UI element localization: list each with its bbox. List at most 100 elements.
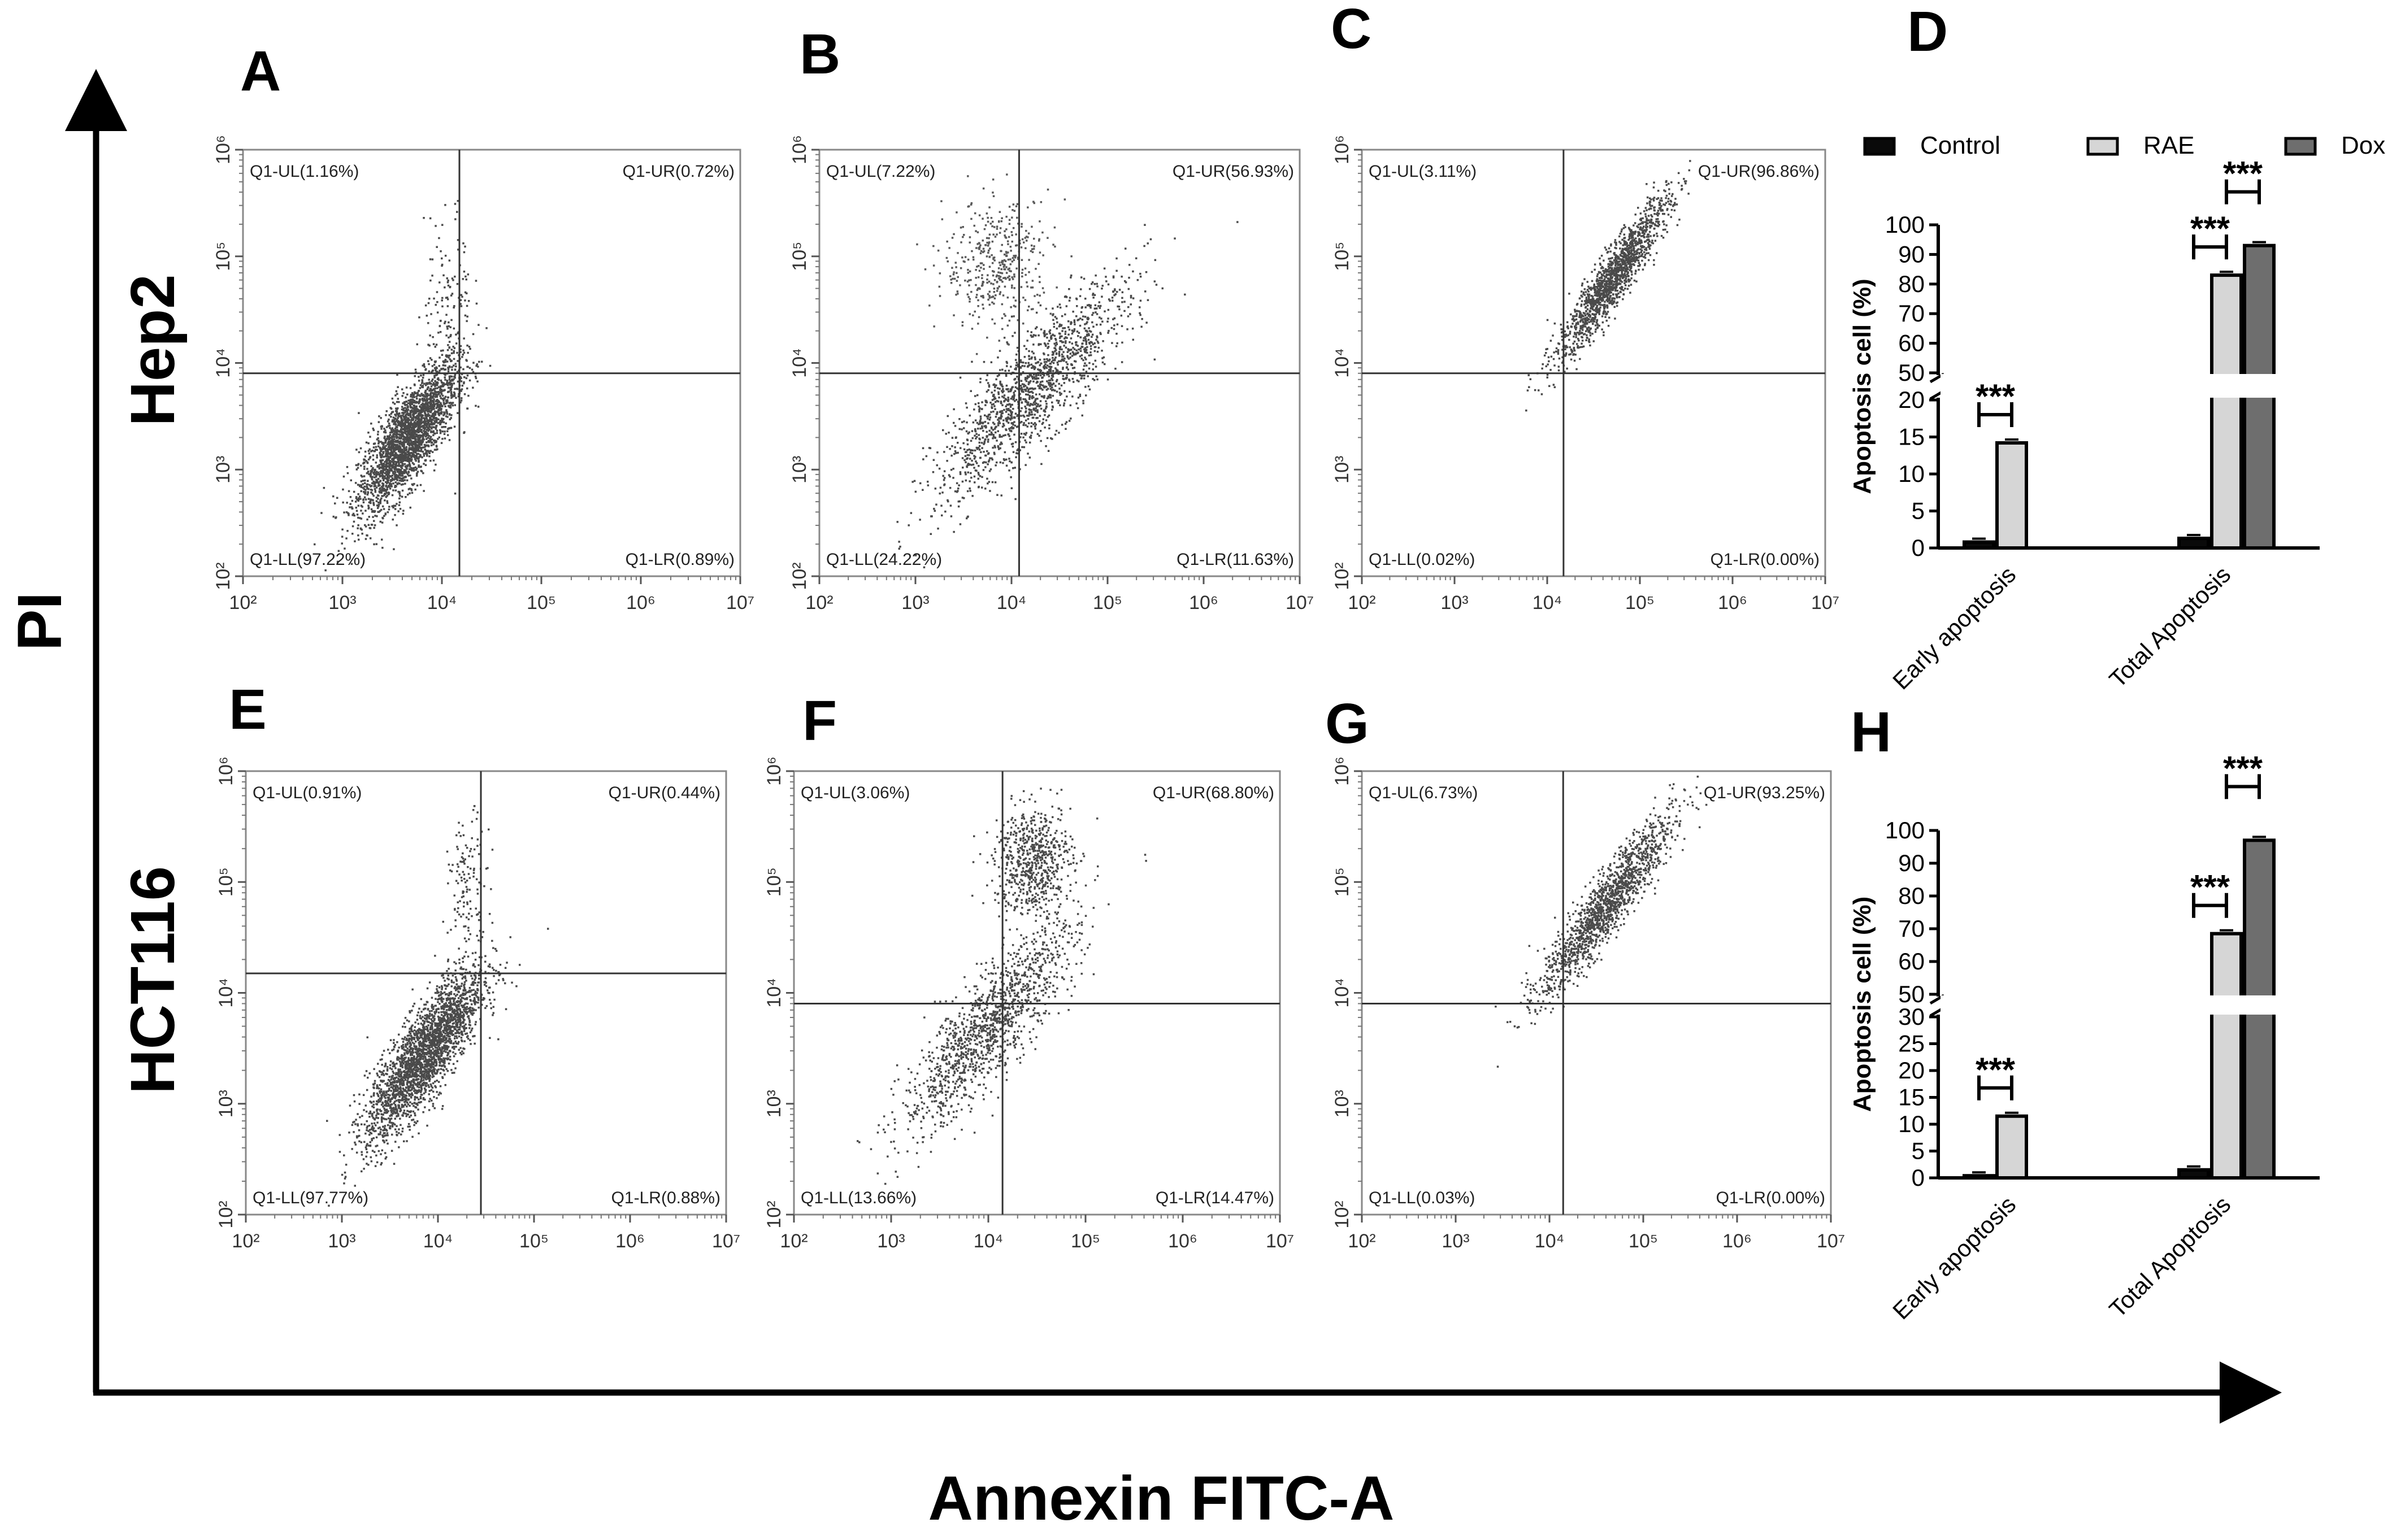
data-point	[986, 255, 988, 258]
data-point	[1005, 419, 1008, 422]
data-point	[1079, 350, 1082, 353]
data-point	[422, 376, 424, 379]
data-point	[1065, 305, 1068, 307]
data-point	[969, 480, 971, 482]
data-point	[1001, 303, 1004, 306]
data-point	[1033, 368, 1036, 371]
data-point	[977, 276, 980, 279]
data-point	[417, 446, 420, 449]
data-point	[1054, 385, 1057, 387]
data-point	[373, 482, 376, 485]
data-point	[989, 490, 991, 492]
data-point	[409, 506, 411, 509]
data-point	[1033, 245, 1035, 247]
data-point	[400, 416, 402, 419]
data-point	[928, 304, 931, 307]
data-point	[477, 406, 480, 408]
data-point	[332, 495, 335, 498]
data-point	[384, 466, 387, 468]
data-point	[986, 379, 988, 381]
data-point	[1021, 401, 1023, 403]
data-point	[412, 427, 414, 429]
data-point	[409, 437, 411, 440]
data-point	[388, 477, 390, 479]
data-point	[1006, 409, 1009, 411]
data-point	[390, 464, 393, 467]
data-point	[354, 501, 357, 503]
data-point	[1121, 341, 1123, 344]
data-point	[416, 434, 419, 437]
data-point	[979, 246, 981, 249]
data-point	[405, 467, 407, 469]
data-point	[381, 521, 384, 524]
data-point	[987, 460, 990, 463]
data-point	[405, 470, 407, 473]
data-point	[1052, 319, 1054, 321]
data-point	[1016, 216, 1018, 219]
data-point	[430, 410, 433, 412]
data-point	[456, 211, 458, 213]
data-point	[406, 412, 409, 415]
data-point	[980, 421, 983, 424]
data-point	[403, 472, 405, 475]
data-point	[1115, 333, 1118, 335]
data-point	[988, 433, 991, 436]
data-point	[393, 438, 396, 441]
data-point	[414, 421, 416, 424]
data-point	[1071, 367, 1074, 369]
data-point	[975, 247, 978, 249]
data-point	[382, 483, 385, 485]
data-point	[446, 411, 448, 414]
data-point	[381, 442, 384, 445]
data-point	[402, 483, 404, 485]
data-point	[403, 463, 406, 466]
data-point	[401, 406, 403, 408]
data-point	[374, 450, 376, 453]
data-point	[374, 485, 377, 487]
data-point	[424, 433, 426, 435]
data-point	[335, 517, 337, 519]
data-point	[1092, 325, 1095, 328]
data-point	[441, 405, 443, 407]
data-point	[977, 477, 979, 480]
data-point	[447, 284, 450, 287]
data-point	[391, 446, 394, 448]
data-point	[963, 497, 965, 499]
data-point	[1019, 367, 1022, 369]
data-point	[1040, 407, 1043, 410]
data-point	[1056, 317, 1058, 320]
data-point	[400, 484, 403, 486]
data-point	[390, 412, 392, 415]
data-point	[948, 247, 950, 249]
data-point	[379, 471, 382, 473]
data-point	[914, 490, 917, 493]
data-point	[996, 400, 999, 402]
data-point	[372, 510, 375, 512]
data-point	[972, 463, 975, 466]
data-point	[995, 431, 997, 434]
data-point	[450, 352, 453, 355]
data-point	[466, 387, 468, 390]
data-point	[1072, 310, 1074, 313]
data-point	[991, 433, 993, 435]
data-point	[1043, 364, 1045, 367]
data-point	[411, 431, 414, 434]
data-point	[431, 438, 433, 441]
data-point	[1055, 339, 1057, 341]
data-point	[444, 395, 447, 398]
data-point	[1008, 369, 1010, 372]
data-point	[898, 547, 900, 550]
data-point	[1060, 324, 1063, 327]
y-tick-label: 10⁶	[789, 135, 810, 164]
data-point	[380, 491, 383, 494]
data-point	[429, 407, 432, 410]
data-point	[441, 385, 443, 388]
data-point	[444, 405, 446, 408]
data-point	[461, 384, 464, 387]
data-point	[1003, 408, 1005, 411]
data-point	[1132, 270, 1134, 273]
data-point	[1078, 348, 1080, 351]
data-point	[1020, 373, 1022, 376]
data-point	[1084, 336, 1087, 338]
data-point	[1053, 323, 1055, 325]
